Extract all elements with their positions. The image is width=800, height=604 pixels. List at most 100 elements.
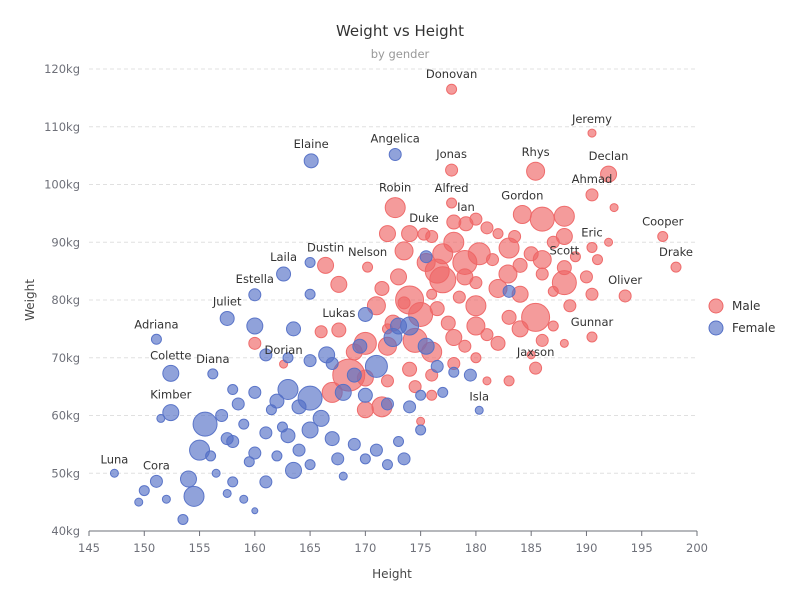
data-point[interactable]	[238, 418, 250, 430]
data-point[interactable]	[511, 320, 529, 338]
data-point[interactable]	[271, 450, 283, 462]
data-point[interactable]	[429, 301, 445, 317]
data-point[interactable]	[346, 367, 362, 383]
data-point[interactable]	[366, 296, 386, 316]
data-point[interactable]	[177, 513, 189, 525]
data-point[interactable]	[388, 147, 402, 161]
data-point[interactable]	[317, 256, 335, 274]
data-point[interactable]	[211, 468, 221, 478]
data-point[interactable]	[586, 241, 598, 253]
legend-label[interactable]: Male	[732, 299, 760, 313]
data-point[interactable]	[312, 409, 330, 427]
data-point[interactable]	[445, 163, 459, 177]
data-point[interactable]	[408, 380, 422, 394]
data-point[interactable]	[282, 352, 294, 364]
data-point[interactable]	[277, 379, 299, 401]
data-point[interactable]	[397, 452, 411, 466]
data-point[interactable]	[192, 411, 218, 437]
data-point[interactable]	[485, 253, 499, 267]
data-point[interactable]	[502, 284, 516, 298]
data-point[interactable]	[162, 364, 180, 382]
data-point[interactable]	[390, 317, 408, 335]
data-point[interactable]	[521, 302, 551, 332]
data-point[interactable]	[469, 212, 483, 226]
data-point[interactable]	[356, 401, 374, 419]
data-point[interactable]	[259, 348, 273, 362]
data-point[interactable]	[670, 261, 682, 273]
data-point[interactable]	[415, 389, 427, 401]
data-point[interactable]	[362, 261, 374, 273]
data-point[interactable]	[547, 320, 559, 332]
data-point[interactable]	[207, 368, 219, 380]
data-point[interactable]	[219, 310, 235, 326]
data-point[interactable]	[458, 339, 472, 353]
data-point[interactable]	[227, 476, 239, 488]
data-point[interactable]	[446, 214, 462, 230]
data-point[interactable]	[430, 359, 444, 373]
data-point[interactable]	[248, 446, 262, 460]
data-point[interactable]	[419, 250, 433, 264]
data-point[interactable]	[357, 306, 373, 322]
data-point[interactable]	[474, 405, 484, 415]
data-point[interactable]	[512, 205, 532, 225]
data-point[interactable]	[501, 309, 517, 325]
data-point[interactable]	[417, 337, 435, 355]
data-point[interactable]	[134, 497, 144, 507]
data-point[interactable]	[369, 443, 383, 457]
data-point[interactable]	[149, 474, 163, 488]
data-point[interactable]	[265, 404, 277, 416]
data-point[interactable]	[325, 357, 339, 371]
data-point[interactable]	[445, 329, 463, 347]
data-point[interactable]	[330, 275, 348, 293]
data-point[interactable]	[331, 452, 345, 466]
data-point[interactable]	[426, 288, 438, 300]
data-point[interactable]	[547, 285, 559, 297]
data-point[interactable]	[331, 322, 347, 338]
data-point[interactable]	[303, 153, 319, 169]
data-point[interactable]	[205, 450, 217, 462]
data-point[interactable]	[324, 431, 340, 447]
data-point[interactable]	[259, 426, 273, 440]
data-point[interactable]	[592, 254, 604, 266]
data-point[interactable]	[403, 400, 417, 414]
legend-marker[interactable]	[708, 320, 724, 336]
data-point[interactable]	[416, 416, 426, 426]
data-point[interactable]	[380, 374, 394, 388]
data-point[interactable]	[364, 354, 388, 378]
data-point[interactable]	[291, 399, 307, 415]
data-point[interactable]	[482, 376, 492, 386]
data-point[interactable]	[466, 316, 486, 336]
data-point[interactable]	[432, 243, 454, 265]
data-point[interactable]	[401, 225, 419, 243]
data-point[interactable]	[286, 321, 302, 337]
data-point[interactable]	[183, 485, 205, 507]
data-point[interactable]	[440, 315, 456, 331]
data-point[interactable]	[563, 299, 577, 313]
data-point[interactable]	[437, 386, 449, 398]
data-point[interactable]	[569, 251, 581, 263]
data-point[interactable]	[162, 404, 180, 422]
legend-marker[interactable]	[708, 298, 724, 314]
data-point[interactable]	[498, 264, 518, 284]
data-point[interactable]	[553, 205, 575, 227]
data-point[interactable]	[657, 230, 669, 242]
data-point[interactable]	[559, 338, 569, 348]
data-point[interactable]	[393, 435, 405, 447]
data-point[interactable]	[600, 165, 618, 183]
data-point[interactable]	[304, 288, 316, 300]
data-point[interactable]	[503, 375, 515, 387]
data-point[interactable]	[587, 128, 597, 138]
data-point[interactable]	[470, 352, 482, 364]
data-point[interactable]	[394, 241, 414, 261]
data-point[interactable]	[446, 197, 458, 209]
data-point[interactable]	[535, 333, 549, 347]
data-point[interactable]	[618, 289, 632, 303]
data-point[interactable]	[390, 268, 408, 286]
data-point[interactable]	[374, 280, 390, 296]
data-point[interactable]	[248, 385, 262, 399]
data-point[interactable]	[285, 461, 303, 479]
data-point[interactable]	[179, 470, 197, 488]
data-point[interactable]	[448, 366, 460, 378]
data-point[interactable]	[523, 246, 539, 262]
data-point[interactable]	[280, 428, 296, 444]
